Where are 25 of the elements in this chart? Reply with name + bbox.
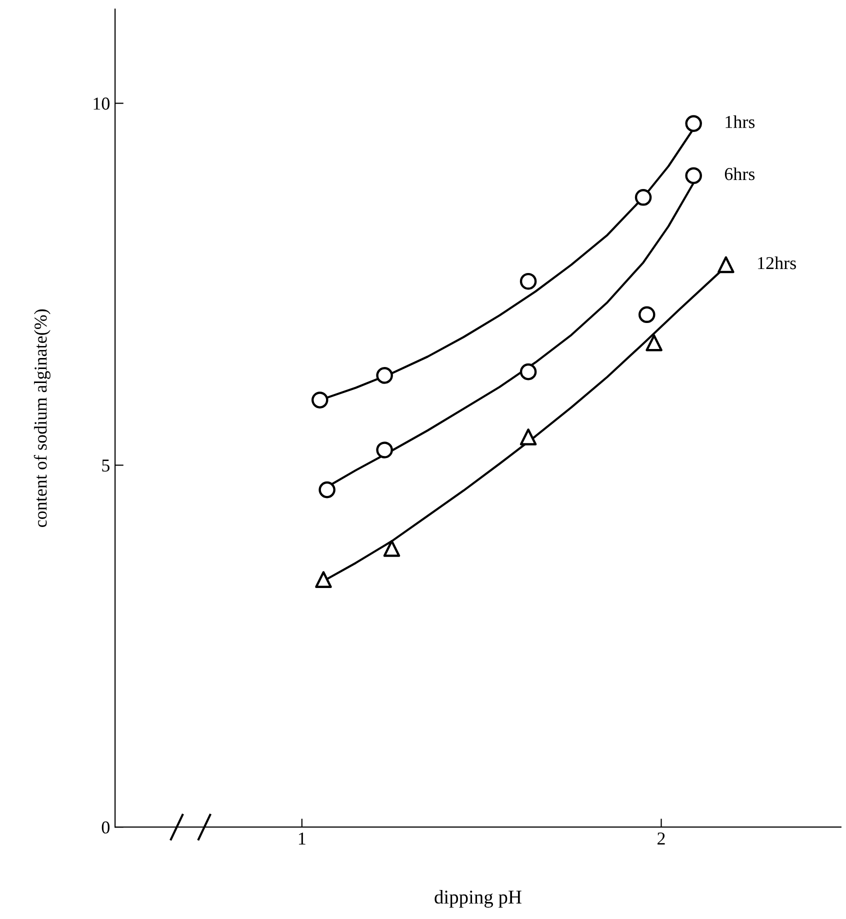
point bbox=[311, 392, 328, 408]
point bbox=[685, 115, 702, 132]
y-tick-label: 5 bbox=[102, 460, 110, 472]
point bbox=[685, 167, 702, 184]
series-label: 6hrs bbox=[724, 167, 755, 180]
point bbox=[634, 188, 652, 206]
point bbox=[520, 272, 537, 290]
point bbox=[520, 428, 537, 446]
series-label: 1hrs bbox=[726, 115, 755, 128]
point bbox=[318, 481, 336, 498]
point bbox=[646, 334, 662, 352]
y-axis-title: content of sodium alginate(%) bbox=[34, 309, 50, 528]
x-tick-label: 2 bbox=[658, 832, 665, 844]
point bbox=[376, 367, 393, 384]
point bbox=[638, 306, 656, 324]
y-tick-label: 10 bbox=[94, 98, 110, 110]
series-label: 12hrs bbox=[758, 256, 796, 270]
point bbox=[520, 363, 537, 380]
x-axis-title: dipping pH bbox=[434, 890, 522, 908]
point bbox=[315, 571, 332, 588]
x-tick-label: 1 bbox=[298, 832, 306, 844]
point bbox=[383, 540, 400, 557]
point bbox=[718, 256, 734, 274]
point bbox=[376, 442, 393, 458]
y-tick-label: 0 bbox=[102, 821, 110, 834]
